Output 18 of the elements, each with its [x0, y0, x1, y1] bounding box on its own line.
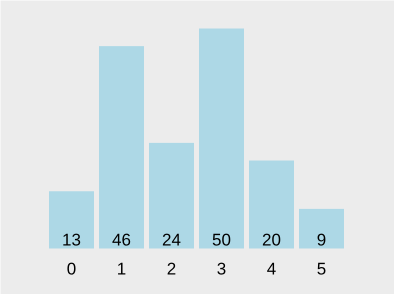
- data-label: 13: [62, 230, 81, 250]
- data-label: 20: [262, 230, 281, 250]
- bar: [149, 142, 194, 248]
- bar: [299, 208, 344, 248]
- data-label: 24: [162, 230, 181, 250]
- bar: [49, 191, 94, 248]
- bar: [249, 160, 294, 248]
- bar: [199, 28, 244, 248]
- x-tick-label: 4: [266, 260, 276, 278]
- x-tick-label: 2: [166, 260, 176, 278]
- x-tick-label: 3: [216, 260, 226, 278]
- data-label: 50: [212, 230, 231, 250]
- x-tick-label: 5: [316, 260, 326, 278]
- data-label: 9: [316, 230, 326, 250]
- data-label: 46: [112, 230, 131, 250]
- x-tick-label: 1: [116, 260, 126, 278]
- bar: [99, 46, 144, 248]
- x-tick-label: 0: [66, 260, 76, 278]
